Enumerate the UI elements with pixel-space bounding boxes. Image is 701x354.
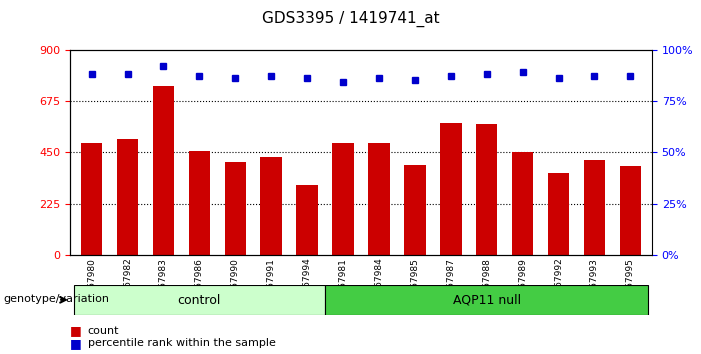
Bar bbox=[368, 143, 390, 255]
Text: count: count bbox=[88, 326, 119, 336]
Bar bbox=[261, 157, 282, 255]
Bar bbox=[404, 165, 426, 255]
Bar bbox=[584, 160, 605, 255]
Bar bbox=[325, 285, 648, 315]
Text: genotype/variation: genotype/variation bbox=[4, 294, 109, 304]
Bar bbox=[117, 138, 138, 255]
Bar bbox=[153, 86, 175, 255]
Bar bbox=[440, 122, 461, 255]
Bar bbox=[81, 143, 102, 255]
Text: AQP11 null: AQP11 null bbox=[453, 293, 521, 307]
Text: GDS3395 / 1419741_at: GDS3395 / 1419741_at bbox=[261, 11, 440, 27]
Bar bbox=[297, 185, 318, 255]
Bar bbox=[512, 152, 533, 255]
Bar bbox=[476, 124, 498, 255]
Bar bbox=[74, 285, 325, 315]
Text: ■: ■ bbox=[70, 337, 82, 350]
Text: control: control bbox=[178, 293, 221, 307]
Bar bbox=[332, 143, 354, 255]
Text: ■: ■ bbox=[70, 325, 82, 337]
Bar bbox=[547, 173, 569, 255]
Bar bbox=[620, 166, 641, 255]
Text: percentile rank within the sample: percentile rank within the sample bbox=[88, 338, 275, 348]
Bar bbox=[189, 151, 210, 255]
Bar bbox=[224, 162, 246, 255]
